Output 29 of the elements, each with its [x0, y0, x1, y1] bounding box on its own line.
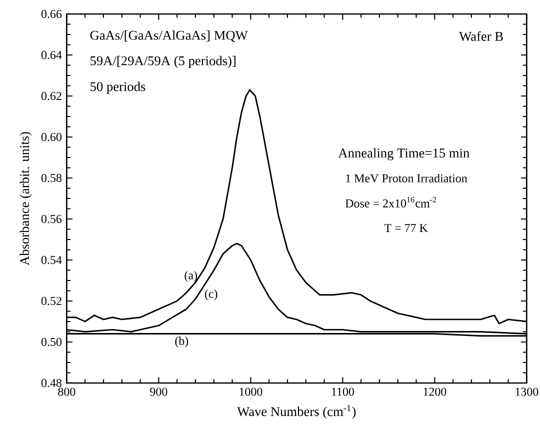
- annotation: T = 77 K: [384, 224, 428, 232]
- annotation: GaAs/[GaAs/AlGaAs] MQW: [90, 30, 248, 42]
- annotation: (a): [184, 270, 197, 282]
- y-tick-label: 0.48: [41, 378, 62, 388]
- annotation: 50 periods: [90, 82, 146, 94]
- y-tick-label: 0.54: [41, 256, 62, 264]
- annotation: Wafer B: [459, 31, 503, 41]
- y-axis-title: Absorbance (arbit. units): [20, 132, 32, 266]
- annotation: 1 MeV Proton Irradiation: [346, 174, 468, 182]
- x-tick-label: 1000: [240, 388, 262, 396]
- annotation: 59A/[29A/59A (5 periods)]: [90, 56, 236, 68]
- x-tick-label: 1200: [424, 388, 446, 396]
- x-tick-label: 800: [58, 388, 76, 396]
- y-tick-label: 0.62: [41, 92, 62, 100]
- annotation: Annealing Time=15 min: [338, 148, 470, 160]
- annotation: (c): [204, 289, 218, 300]
- x-tick-label: 1100: [332, 388, 354, 396]
- annotation: (b): [175, 336, 188, 348]
- x-axis-title: Wave Numbers (cm$^{-1}$): [237, 404, 356, 419]
- annotation: Dose = 2x10$^{16}$cm$^{-2}$: [345, 196, 436, 208]
- y-tick-label: 0.60: [41, 132, 62, 142]
- y-tick-label: 0.52: [41, 296, 62, 306]
- y-tick-label: 0.66: [41, 10, 62, 18]
- x-tick-label: 900: [150, 388, 168, 396]
- y-tick-label: 0.58: [41, 174, 62, 182]
- y-tick-label: 0.50: [41, 338, 62, 346]
- x-tick-label: 1300: [516, 388, 538, 396]
- y-tick-label: 0.64: [41, 50, 62, 60]
- y-tick-label: 0.56: [41, 214, 62, 224]
